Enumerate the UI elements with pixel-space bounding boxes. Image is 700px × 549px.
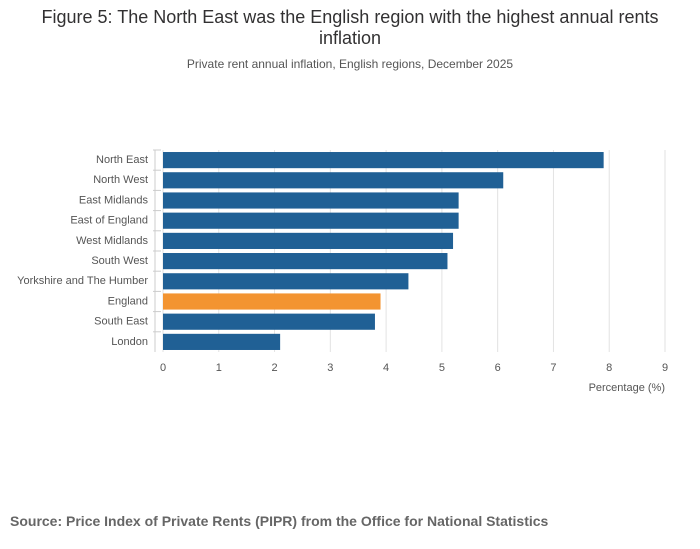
y-tick-label: East of England (70, 215, 148, 227)
bar (163, 152, 604, 169)
chart-subtitle: Private rent annual inflation, English r… (186, 57, 514, 71)
bar (163, 232, 454, 249)
y-tick-label: London (111, 336, 148, 348)
bar (163, 333, 281, 350)
x-tick-label: 9 (662, 362, 668, 374)
x-tick-label: 4 (383, 362, 389, 374)
bar (163, 273, 409, 290)
x-tick-label: 1 (216, 362, 222, 374)
y-tick-label: England (108, 295, 148, 307)
x-tick-label: 8 (606, 362, 612, 374)
x-axis-label: Percentage (%) (589, 382, 665, 394)
x-tick-label: 0 (160, 362, 166, 374)
x-tick-label: 2 (271, 362, 277, 374)
x-tick-label: 5 (439, 362, 445, 374)
y-tick-label: North West (93, 174, 148, 186)
x-tick-label: 3 (327, 362, 333, 374)
bar (163, 212, 459, 229)
bar (163, 313, 375, 330)
y-tick-label: Yorkshire and The Humber (17, 275, 148, 287)
x-tick-label: 6 (495, 362, 501, 374)
y-tick-label: West Midlands (76, 235, 148, 247)
bar (163, 172, 504, 189)
bar (163, 192, 459, 209)
y-tick-label: East Midlands (79, 194, 149, 206)
bar (163, 293, 381, 310)
y-tick-label: South East (94, 316, 148, 328)
chart-title: Figure 5: The North East was the English… (41, 7, 659, 48)
bar (163, 253, 448, 270)
y-tick-label: North East (96, 154, 148, 166)
x-tick-label: 7 (550, 362, 556, 374)
source-note: Source: Price Index of Private Rents (PI… (10, 513, 549, 529)
y-tick-label: South West (91, 255, 148, 267)
